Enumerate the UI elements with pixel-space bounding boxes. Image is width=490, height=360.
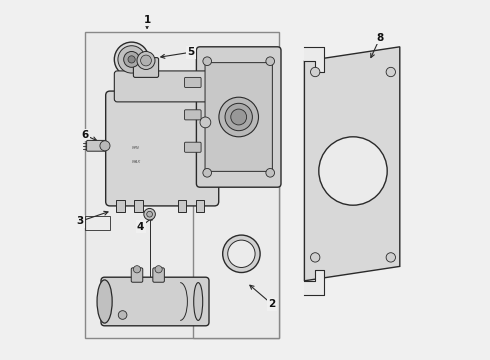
FancyBboxPatch shape xyxy=(101,277,209,326)
Circle shape xyxy=(203,57,212,66)
Polygon shape xyxy=(304,270,324,295)
Bar xyxy=(85,32,279,338)
Text: 8: 8 xyxy=(376,33,384,43)
FancyBboxPatch shape xyxy=(153,268,164,282)
FancyBboxPatch shape xyxy=(205,63,272,171)
Circle shape xyxy=(311,253,320,262)
Circle shape xyxy=(114,42,149,77)
FancyBboxPatch shape xyxy=(133,58,159,77)
Circle shape xyxy=(147,211,152,217)
FancyBboxPatch shape xyxy=(131,268,143,282)
FancyBboxPatch shape xyxy=(185,77,201,87)
FancyBboxPatch shape xyxy=(87,140,106,151)
Text: 5: 5 xyxy=(187,47,195,57)
Text: 2: 2 xyxy=(269,299,275,309)
Circle shape xyxy=(266,57,274,66)
Bar xyxy=(196,200,204,212)
Circle shape xyxy=(144,208,155,220)
Circle shape xyxy=(118,311,127,319)
Circle shape xyxy=(133,266,141,273)
Ellipse shape xyxy=(194,283,203,320)
Text: 3: 3 xyxy=(76,216,84,226)
Text: MAX: MAX xyxy=(132,160,141,164)
Circle shape xyxy=(200,117,211,128)
Circle shape xyxy=(128,56,135,63)
Circle shape xyxy=(225,103,252,131)
Text: 4: 4 xyxy=(137,222,144,232)
Circle shape xyxy=(100,141,110,151)
Circle shape xyxy=(311,67,320,77)
Polygon shape xyxy=(304,47,400,281)
Circle shape xyxy=(118,46,145,73)
FancyBboxPatch shape xyxy=(185,142,201,152)
Circle shape xyxy=(319,137,387,205)
Circle shape xyxy=(386,253,395,262)
Bar xyxy=(85,216,110,230)
Text: 6: 6 xyxy=(81,130,88,140)
Circle shape xyxy=(386,67,395,77)
Bar xyxy=(117,200,125,212)
FancyBboxPatch shape xyxy=(196,47,281,187)
Text: 7: 7 xyxy=(236,71,244,81)
Circle shape xyxy=(219,97,259,137)
Circle shape xyxy=(228,240,255,267)
Circle shape xyxy=(141,55,151,66)
FancyBboxPatch shape xyxy=(114,71,210,102)
FancyBboxPatch shape xyxy=(185,110,201,120)
Text: MIN: MIN xyxy=(132,145,140,150)
Ellipse shape xyxy=(97,280,112,323)
Bar xyxy=(134,200,143,212)
Circle shape xyxy=(155,266,162,273)
Circle shape xyxy=(222,235,260,273)
Circle shape xyxy=(137,51,155,69)
FancyBboxPatch shape xyxy=(106,91,219,206)
Bar xyxy=(178,200,186,212)
Circle shape xyxy=(203,168,212,177)
Circle shape xyxy=(231,109,246,125)
Text: 1: 1 xyxy=(144,15,151,25)
Polygon shape xyxy=(304,47,324,72)
Circle shape xyxy=(266,168,274,177)
Bar xyxy=(193,182,279,338)
Circle shape xyxy=(123,51,140,67)
